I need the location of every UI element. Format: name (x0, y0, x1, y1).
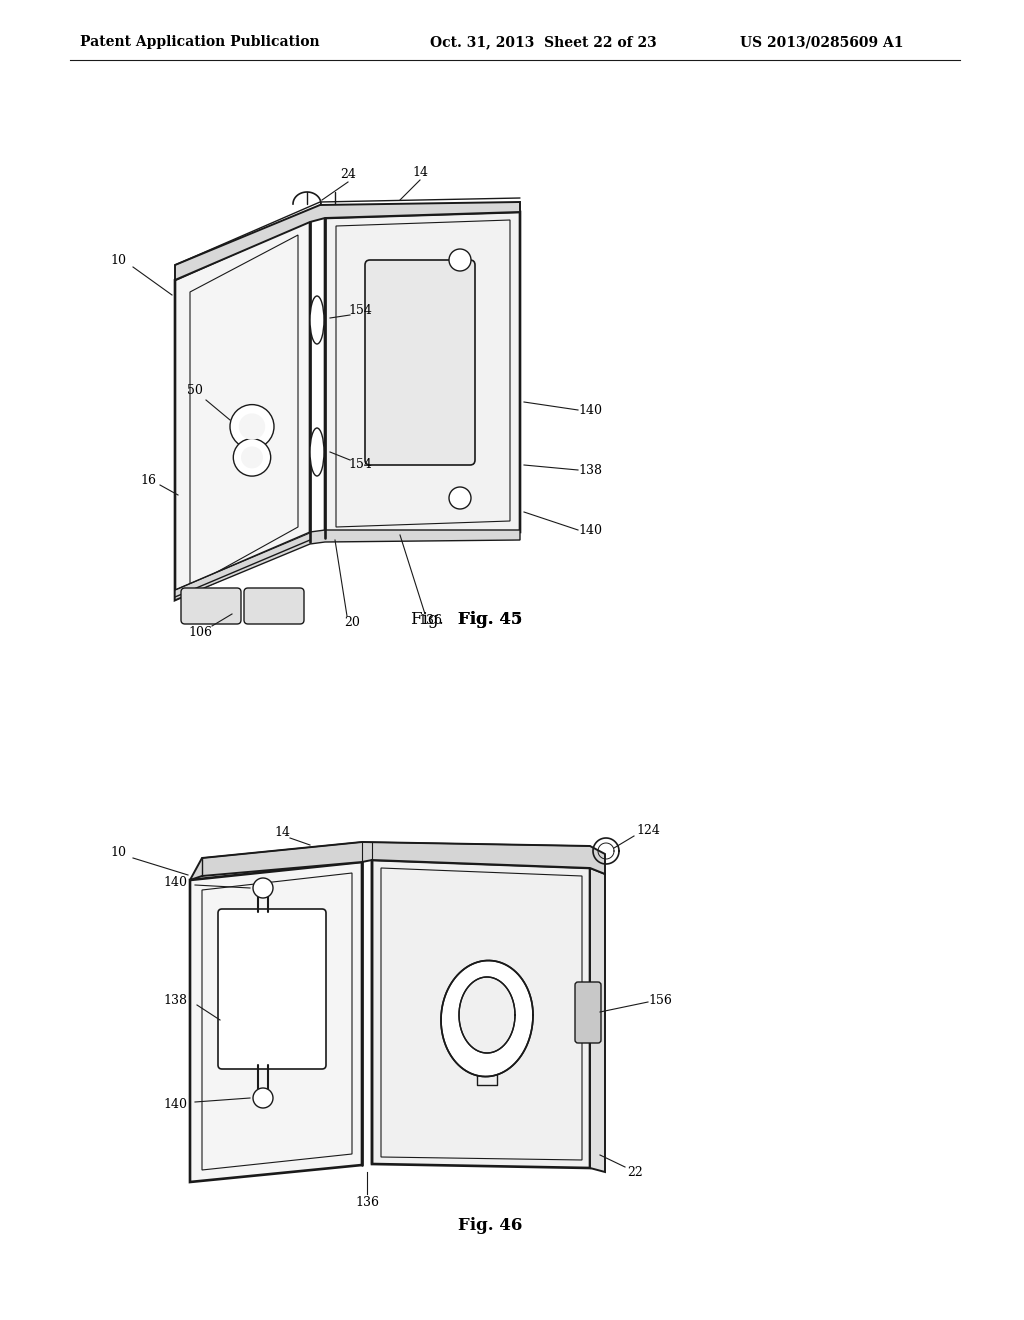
FancyBboxPatch shape (244, 587, 304, 624)
Circle shape (241, 446, 263, 469)
Polygon shape (190, 235, 298, 587)
FancyBboxPatch shape (218, 909, 326, 1069)
Polygon shape (381, 869, 582, 1160)
Text: 140: 140 (163, 875, 187, 888)
Polygon shape (190, 862, 362, 1181)
Text: 140: 140 (163, 1098, 187, 1111)
Text: 24: 24 (340, 169, 356, 181)
Text: Fig. 46: Fig. 46 (458, 1217, 522, 1233)
Text: 22: 22 (627, 1166, 643, 1179)
Text: Fig. 45: Fig. 45 (458, 611, 522, 628)
Text: 136: 136 (355, 1196, 379, 1209)
Text: 154: 154 (348, 458, 372, 471)
Circle shape (253, 1088, 273, 1107)
Polygon shape (590, 869, 605, 1172)
Text: 106: 106 (188, 626, 212, 639)
Polygon shape (175, 202, 520, 280)
Circle shape (239, 413, 265, 440)
Text: US 2013/0285609 A1: US 2013/0285609 A1 (740, 36, 903, 49)
Polygon shape (459, 977, 515, 1053)
Circle shape (449, 249, 471, 271)
Ellipse shape (310, 428, 324, 477)
Text: 140: 140 (578, 404, 602, 417)
Text: 10: 10 (110, 846, 126, 858)
Polygon shape (175, 220, 310, 601)
FancyBboxPatch shape (181, 587, 241, 624)
Polygon shape (441, 961, 534, 1077)
Polygon shape (372, 861, 590, 1168)
Circle shape (449, 487, 471, 510)
Circle shape (233, 438, 270, 477)
Ellipse shape (310, 296, 324, 345)
Text: 50: 50 (187, 384, 203, 396)
Text: 154: 154 (348, 304, 372, 317)
Text: 140: 140 (578, 524, 602, 536)
Text: 20: 20 (344, 615, 360, 628)
Polygon shape (202, 873, 352, 1170)
Text: Fig.: Fig. (411, 611, 449, 628)
Text: 14: 14 (274, 825, 290, 838)
Polygon shape (336, 220, 510, 527)
Text: 138: 138 (578, 463, 602, 477)
Text: 156: 156 (648, 994, 672, 1006)
Text: 124: 124 (636, 824, 659, 837)
Text: 138: 138 (163, 994, 187, 1006)
Polygon shape (325, 213, 520, 539)
Text: Patent Application Publication: Patent Application Publication (80, 36, 319, 49)
Text: 14: 14 (412, 165, 428, 178)
Text: 136: 136 (418, 614, 442, 627)
Text: Oct. 31, 2013  Sheet 22 of 23: Oct. 31, 2013 Sheet 22 of 23 (430, 36, 656, 49)
Circle shape (230, 405, 274, 449)
Text: 16: 16 (140, 474, 156, 487)
Text: 10: 10 (110, 253, 126, 267)
Circle shape (253, 878, 273, 898)
FancyBboxPatch shape (365, 260, 475, 465)
FancyBboxPatch shape (575, 982, 601, 1043)
Text: Fig. 45: Fig. 45 (458, 611, 522, 628)
Polygon shape (190, 842, 605, 880)
Polygon shape (175, 531, 520, 601)
